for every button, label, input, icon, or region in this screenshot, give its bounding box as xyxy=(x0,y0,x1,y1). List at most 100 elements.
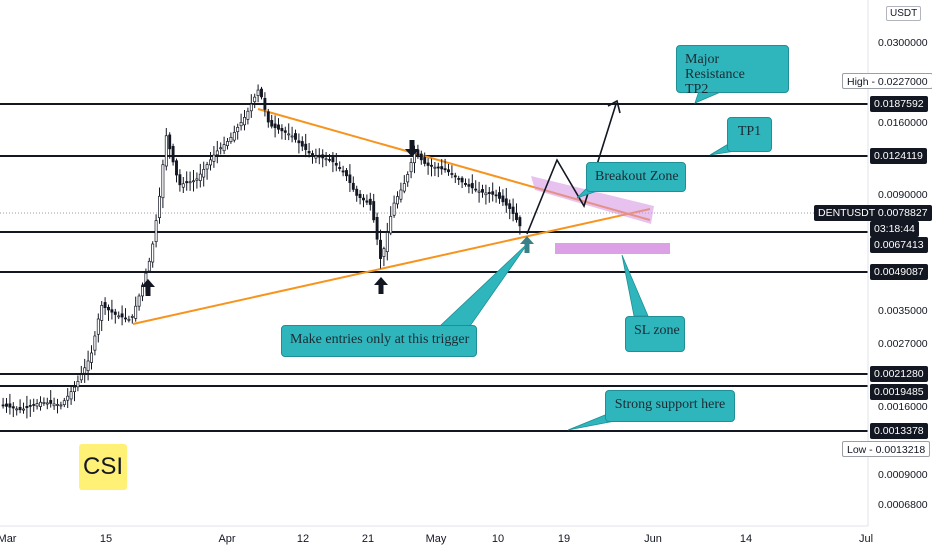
candle-body-78 xyxy=(266,111,270,123)
candle-body-52 xyxy=(178,174,182,186)
price-tag-9: 0.0013378 xyxy=(870,423,928,439)
candle-body-21 xyxy=(73,386,76,392)
candle-body-134 xyxy=(457,178,461,180)
candle-body-46 xyxy=(158,195,161,219)
y-tick-6: 0.0009000 xyxy=(878,469,928,481)
callout-strong-support: Strong support here xyxy=(605,390,735,422)
candle-body-1 xyxy=(5,403,8,407)
candle-body-25 xyxy=(86,360,90,371)
candle-body-22 xyxy=(76,381,80,388)
candle-body-118 xyxy=(402,183,406,192)
candle-body-35 xyxy=(120,313,124,318)
candle-body-65 xyxy=(222,144,226,152)
candle-body-34 xyxy=(117,315,121,318)
candle-body-89 xyxy=(304,143,308,150)
candle-body-72 xyxy=(246,110,250,120)
candle-body-131 xyxy=(447,169,450,173)
candle-body-92 xyxy=(314,155,318,159)
down-arrow-april xyxy=(405,140,419,157)
candle-body-49 xyxy=(168,134,172,150)
candle-body-80 xyxy=(273,123,277,129)
candle-body-130 xyxy=(443,168,447,171)
candle-body-135 xyxy=(460,177,464,183)
candle-body-5 xyxy=(18,406,22,411)
candle-body-19 xyxy=(66,395,70,401)
candle-body-95 xyxy=(324,158,328,161)
candle-body-96 xyxy=(328,159,331,161)
candle-body-36 xyxy=(124,317,127,320)
candle-body-73 xyxy=(249,103,253,112)
candle-body-7 xyxy=(25,405,29,409)
candle-body-33 xyxy=(113,311,117,315)
price-tag-2: 0.0124119 xyxy=(870,148,927,164)
callout-breakout-zone: Breakout Zone xyxy=(586,162,686,192)
price-tag-7: 0.0021280 xyxy=(870,366,928,382)
candle-body-112 xyxy=(382,248,386,257)
candle-body-147 xyxy=(501,195,505,203)
candle-body-61 xyxy=(209,159,212,166)
callout-sl-zone: SL zone xyxy=(625,316,685,352)
candle-body-4 xyxy=(15,408,19,411)
candle-body-90 xyxy=(307,150,311,154)
candle-body-91 xyxy=(311,153,314,156)
candle-body-37 xyxy=(127,318,131,321)
y-tick-4: 0.0027000 xyxy=(878,338,928,350)
candle-body-117 xyxy=(399,189,403,200)
candle-body-2 xyxy=(8,403,12,408)
y-tick-3: 0.0035000 xyxy=(878,305,928,317)
price-tag-10: Low - 0.0013218 xyxy=(842,441,931,457)
candle-body-99 xyxy=(338,167,342,169)
candle-body-85 xyxy=(290,135,294,138)
x-tick-0: Mar xyxy=(0,533,17,545)
candle-body-50 xyxy=(171,145,175,163)
candle-body-45 xyxy=(154,220,158,243)
price-tag-4: 03:18:44 xyxy=(870,221,919,237)
y-tick-2: 0.0090000 xyxy=(878,189,928,201)
x-tick-6: 10 xyxy=(492,533,504,545)
candle-body-48 xyxy=(164,135,168,167)
candle-body-111 xyxy=(379,239,382,259)
candle-body-76 xyxy=(260,88,263,98)
candle-body-148 xyxy=(504,198,508,206)
x-tick-4: 21 xyxy=(362,533,374,545)
candle-body-11 xyxy=(39,401,42,407)
candle-body-115 xyxy=(392,202,396,216)
candle-body-144 xyxy=(491,191,495,195)
candle-body-62 xyxy=(212,154,216,162)
candle-body-151 xyxy=(515,212,518,221)
x-tick-2: Apr xyxy=(218,533,235,545)
up-arrow-april xyxy=(374,277,388,294)
candle-body-66 xyxy=(226,141,229,147)
candle-body-32 xyxy=(110,309,114,313)
candle-body-54 xyxy=(185,181,189,184)
candle-body-127 xyxy=(433,166,437,169)
up-arrow-march xyxy=(141,279,155,296)
price-tag-0: High - 0.0227000 xyxy=(842,73,932,89)
candle-body-26 xyxy=(90,352,93,363)
currency-badge[interactable]: USDT xyxy=(886,6,922,21)
candle-body-20 xyxy=(69,391,73,400)
candle-body-136 xyxy=(464,182,467,185)
candle-body-139 xyxy=(474,188,478,191)
ascending-trendline xyxy=(132,208,651,325)
candle-body-44 xyxy=(151,243,155,263)
candle-body-74 xyxy=(253,96,257,103)
candle-body-98 xyxy=(334,162,338,166)
callout-major-resistance: Major Resistance TP2 xyxy=(676,45,789,97)
candle-body-28 xyxy=(96,318,100,335)
candle-body-43 xyxy=(147,260,151,272)
projected-path-arrowhead xyxy=(607,99,621,114)
pointer-entry-trigger xyxy=(438,242,529,327)
candle-body-152 xyxy=(518,217,522,227)
candle-body-68 xyxy=(232,132,236,141)
x-tick-8: Jun xyxy=(644,533,662,545)
candle-body-71 xyxy=(243,117,246,126)
candle-body-146 xyxy=(498,192,501,199)
candle-body-104 xyxy=(355,188,359,196)
candle-body-59 xyxy=(202,169,206,178)
candle-body-145 xyxy=(494,194,498,197)
candle-body-57 xyxy=(195,178,199,181)
candle-body-132 xyxy=(450,173,454,175)
price-tag-6: 0.0049087 xyxy=(870,264,928,280)
